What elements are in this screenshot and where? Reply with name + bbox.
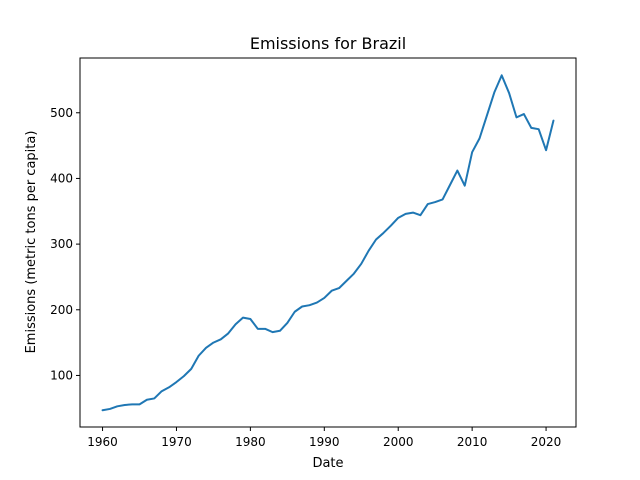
data-point	[242, 317, 244, 319]
data-point	[264, 328, 266, 330]
data-point	[116, 405, 118, 407]
y-tick-label: 100	[50, 368, 73, 382]
data-point	[345, 280, 347, 282]
data-point	[501, 74, 503, 76]
data-point	[272, 331, 274, 333]
x-axis-label: Date	[312, 456, 343, 471]
data-point	[486, 114, 488, 116]
y-tick-label: 500	[50, 106, 73, 120]
x-tick-label: 2010	[457, 435, 488, 449]
data-point	[479, 137, 481, 139]
data-point	[456, 170, 458, 172]
data-point	[227, 332, 229, 334]
data-point	[301, 306, 303, 308]
data-point	[405, 213, 407, 215]
data-point	[382, 232, 384, 234]
data-point	[552, 120, 554, 122]
data-point	[168, 386, 170, 388]
data-point	[464, 185, 466, 187]
y-axis: 100 200 300 400 500	[50, 106, 80, 382]
data-point	[368, 250, 370, 252]
data-point	[442, 198, 444, 200]
data-point	[124, 404, 126, 406]
data-point	[508, 92, 510, 94]
data-point	[175, 381, 177, 383]
data-point	[257, 328, 259, 330]
x-tick-label: 1990	[309, 435, 340, 449]
data-point	[286, 322, 288, 324]
data-point	[316, 302, 318, 304]
data-point	[161, 390, 163, 392]
data-point	[523, 113, 525, 115]
data-point	[412, 212, 414, 214]
y-tick-label: 300	[50, 237, 73, 251]
data-point	[390, 225, 392, 227]
x-axis: 1960 1970 1980 1990 2000 2010 2020	[87, 427, 561, 449]
data-point	[153, 397, 155, 399]
chart-title: Emissions for Brazil	[250, 34, 406, 53]
data-point	[530, 127, 532, 129]
data-point	[397, 217, 399, 219]
data-point	[131, 403, 133, 405]
y-tick-label: 400	[50, 171, 73, 185]
x-tick-label: 1980	[235, 435, 266, 449]
data-point	[139, 403, 141, 405]
plot-area	[79, 57, 577, 428]
data-point	[235, 323, 237, 325]
data-point	[375, 239, 377, 241]
data-point	[360, 263, 362, 265]
x-tick-label: 2000	[383, 435, 414, 449]
data-point	[331, 290, 333, 292]
x-tick-label: 1960	[87, 435, 118, 449]
data-point	[198, 355, 200, 357]
data-point	[294, 311, 296, 313]
y-tick-label: 200	[50, 303, 73, 317]
data-point	[309, 304, 311, 306]
data-points	[102, 74, 555, 411]
data-point	[212, 342, 214, 344]
data-point	[538, 128, 540, 130]
data-point	[102, 409, 104, 411]
data-point	[190, 368, 192, 370]
x-tick-label: 1970	[161, 435, 192, 449]
data-point	[205, 347, 207, 349]
x-tick-label: 2020	[531, 435, 562, 449]
data-point	[515, 116, 517, 118]
series-line	[101, 74, 555, 412]
data-point	[183, 375, 185, 377]
data-point	[419, 214, 421, 216]
y-axis-label: Emissions (metric tons per capita)	[24, 131, 39, 354]
data-point	[220, 338, 222, 340]
data-point	[338, 287, 340, 289]
data-point	[249, 318, 251, 320]
data-point	[279, 330, 281, 332]
data-point	[493, 91, 495, 93]
data-point	[353, 273, 355, 275]
data-point	[449, 184, 451, 186]
data-point	[471, 151, 473, 153]
data-point	[146, 399, 148, 401]
data-point	[427, 203, 429, 205]
data-point	[323, 297, 325, 299]
data-point	[109, 408, 111, 410]
plot-frame	[79, 57, 577, 428]
data-point	[545, 149, 547, 151]
data-point	[434, 201, 436, 203]
